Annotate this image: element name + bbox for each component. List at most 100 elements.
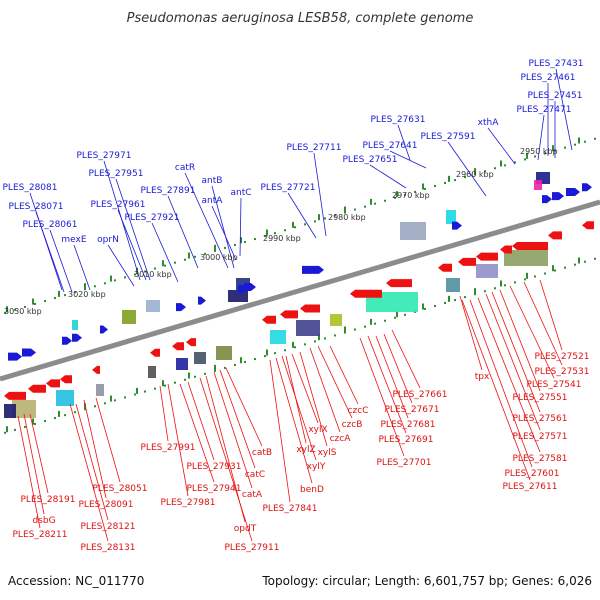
scale-dot [184,258,186,261]
scale-dot [234,243,236,246]
gene-feature-block [296,320,320,336]
scale-dot [394,316,396,319]
reverse-gene-label: tpx [475,372,490,382]
reverse-gene-label: PLES_28191 [21,495,76,505]
forward-gene-label: catR [175,163,195,173]
leader-line [469,299,533,468]
scale-dot [244,361,246,364]
kbp-label: 2950 kbp [520,147,558,156]
reverse-gene-arrow [262,315,276,324]
gene-feature-block [534,180,542,190]
scale-dot [364,325,366,328]
reverse-gene-arrow [92,365,100,374]
reverse-gene-label: PLES_27671 [385,405,440,415]
scale-dot [354,328,356,331]
scale-tick [240,237,242,244]
reverse-gene-label: PLES_27931 [187,462,242,472]
scale-dot [44,420,46,423]
reverse-gene-arrow [4,391,26,400]
kbp-label: 3030 kbp [4,307,42,316]
forward-gene-label: PLES_27711 [287,143,342,153]
reverse-gene-label: PLES_27611 [503,482,558,492]
reverse-gene-arrow [386,279,412,288]
leader-line [49,229,73,293]
scale-tick [266,349,268,356]
scale-dot [544,152,546,155]
forward-gene-label: mexE [61,235,86,245]
kbp-label: 3010 kbp [134,270,172,279]
reverse-gene-label: PLES_27581 [513,454,568,464]
scale-dot [304,343,306,346]
scale-dot [274,352,276,355]
leader-line [287,192,317,239]
scale-dot [544,272,546,275]
reverse-gene-label: xylS [318,448,337,458]
scale-tick [422,303,424,310]
scale-dot [484,290,486,293]
scale-dot [324,217,326,220]
scale-tick [214,244,216,251]
leader-line [281,355,317,461]
scale-tick [578,137,580,144]
tick-marks [4,137,596,434]
scale-tick [396,191,398,198]
scale-dot [374,202,376,205]
leader-line [35,211,65,293]
scale-dot [154,387,156,390]
reverse-gene-arrow [150,348,160,357]
reverse-gene-arrow [280,310,298,319]
scale-dot [294,346,296,349]
scale-dot [454,299,456,302]
scale-tick [6,306,8,313]
leader-line [359,337,405,457]
scale-dot [14,428,16,431]
kbp-label: 3020 kbp [68,290,106,299]
gene-feature-block [96,384,104,396]
scale-tick [110,395,112,402]
scale-dot [244,241,246,244]
leader-line [151,222,179,283]
scale-dot [574,263,576,266]
leader-line [313,152,327,237]
leader-line [523,281,563,366]
leader-line [317,345,353,419]
leader-line [211,205,237,261]
scale-dot [164,264,166,267]
scale-dot [594,257,596,260]
scale-dot [494,287,496,290]
forward-gene-arrow [566,188,580,197]
reverse-gene-arrow [458,257,476,266]
scale-tick [58,290,60,297]
leader-line [487,127,516,165]
scale-dot [134,273,136,276]
reverse-gene-arrow [300,304,320,313]
scale-dot [464,176,466,179]
reverse-gene-arrow [172,342,184,351]
leader-line [485,293,541,431]
scale-dot [194,255,196,258]
reverse-gene-label: PLES_28121 [81,522,136,532]
reverse-gene-label: PLES_28211 [13,530,68,540]
scale-tick [188,372,190,379]
scale-tick [318,334,320,341]
leader-line [459,295,483,371]
leader-line [539,279,563,351]
scale-dot [184,378,186,381]
forward-gene-label: PLES_27651 [343,155,398,165]
scale-dot [264,235,266,238]
genome-title: Pseudomonas aeruginosa LESB58, complete … [127,11,474,26]
leader-line [491,291,541,413]
gene-feature-block [446,278,460,292]
forward-gene-arrow [542,195,552,204]
reverse-gene-label: PLES_28091 [79,500,134,510]
leader-line [213,371,253,489]
leader-line [219,369,256,469]
reverse-gene-label: PLES_27991 [141,443,196,453]
leader-line [69,403,109,542]
scale-dot [164,384,166,387]
scale-tick [448,295,450,302]
scale-tick [214,364,216,371]
scale-dot [564,266,566,269]
scale-dot [264,355,266,358]
topology-text: Topology: circular; Length: 6,601,757 bp… [261,574,592,588]
